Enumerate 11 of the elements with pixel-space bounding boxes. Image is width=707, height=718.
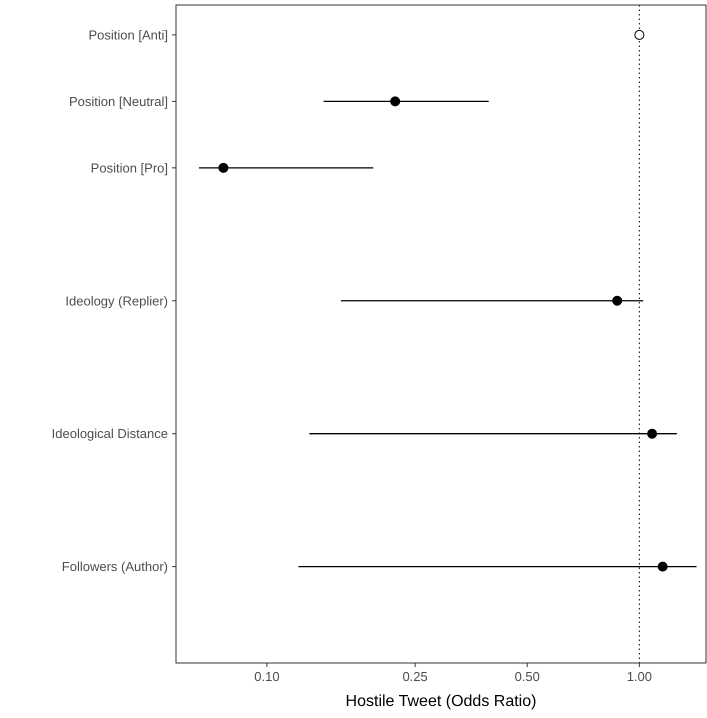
x-tick-label: 0.10 — [254, 669, 280, 684]
x-tick-label: 1.00 — [626, 669, 652, 684]
y-tick-label: Position [Anti] — [88, 27, 168, 42]
x-tick-label: 0.25 — [402, 669, 428, 684]
y-tick-label: Followers (Author) — [62, 559, 168, 574]
y-tick-label: Ideology (Replier) — [65, 293, 168, 308]
x-axis-title: Hostile Tweet (Odds Ratio) — [346, 693, 536, 710]
y-tick-label: Position [Pro] — [90, 160, 168, 176]
x-tick-label: 0.50 — [514, 669, 540, 684]
y-tick-label: Ideological Distance — [52, 426, 168, 442]
y-tick-label: Position [Neutral] — [69, 94, 168, 109]
